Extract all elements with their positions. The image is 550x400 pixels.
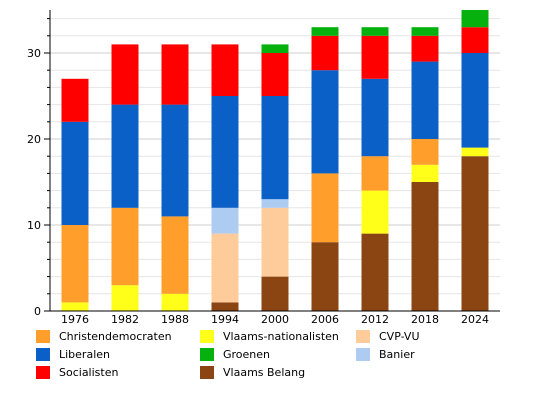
legend-label: Liberalen (59, 348, 110, 361)
bar-segment-vlaams-belang-2006 (311, 242, 339, 311)
y-tick-label: 30 (27, 47, 41, 60)
bar-segment-liberalen-2012 (361, 78, 389, 157)
x-tick-label: 2012 (361, 313, 389, 326)
bar-segment-liberalen-2000 (261, 96, 289, 200)
legend-label: Christendemocraten (59, 330, 172, 343)
bar-segment-vlaams-nationalisten-1982 (111, 285, 139, 311)
stacked-bar-chart: 0 10 20 30 1976 1982 1988 1994 2000 2006 2012 2018… (27, 10, 500, 326)
bar-segment-socialisten-2000 (261, 53, 289, 96)
x-tick-label: 1994 (211, 313, 239, 326)
bar-segment-liberalen-1988 (161, 104, 189, 217)
legend-item: Banier (356, 348, 415, 361)
bar-segment-vlaams-belang-2018 (411, 182, 439, 311)
bar-segment-socialisten-1976 (61, 78, 89, 122)
x-tick-label: 2018 (411, 313, 439, 326)
bar-segment-liberalen-1982 (111, 104, 139, 208)
bar-segment-vlaams-belang-2000 (261, 276, 289, 311)
bar-segment-christendemocraten-1988 (161, 216, 189, 294)
legend-label: Groenen (223, 348, 271, 361)
bar-segment-vlaams-belang-2012 (361, 233, 389, 311)
bar-segment-liberalen-2024 (461, 53, 489, 148)
legend-item: Vlaams Belang (200, 366, 305, 379)
legend-label: Banier (379, 348, 415, 361)
bar-segment-cvp-vu-1994 (211, 233, 239, 303)
bar-segment-liberalen-2018 (411, 61, 439, 139)
bar-segment-socialisten-2012 (361, 35, 389, 79)
bar-segment-christendemocraten-1982 (111, 207, 139, 286)
x-tick-label: 1988 (161, 313, 189, 326)
legend-swatch (356, 330, 370, 343)
bar-segment-socialisten-1982 (111, 44, 139, 105)
legend-swatch (200, 330, 214, 343)
legend-item: Socialisten (36, 366, 118, 379)
x-tick-label: 2024 (461, 313, 489, 326)
y-tick-labels: 0 10 20 30 (27, 47, 41, 318)
bar-segment-vlaams-belang-1994 (211, 302, 239, 311)
legend-item: Vlaams-nationalisten (200, 330, 339, 343)
legend-item: Groenen (200, 348, 270, 361)
bar-segment-liberalen-2006 (311, 70, 339, 174)
bar-segment-socialisten-1994 (211, 44, 239, 96)
bar-segment-socialisten-2018 (411, 35, 439, 62)
bar-segment-vlaams-nationalisten-2018 (411, 164, 439, 182)
bar-segment-vlaams-nationalisten-1988 (161, 293, 189, 311)
bars (61, 10, 489, 311)
legend-swatch (356, 348, 370, 361)
bar-segment-groenen-2024 (461, 10, 489, 28)
bar-segment-liberalen-1994 (211, 96, 239, 208)
x-tick-label: 2006 (311, 313, 339, 326)
legend-label: Vlaams-nationalisten (223, 330, 339, 343)
bar-segment-vlaams-nationalisten-1976 (61, 302, 89, 311)
legend-swatch (36, 348, 50, 361)
bar-segment-liberalen-1976 (61, 121, 89, 225)
x-tick-label: 2000 (261, 313, 289, 326)
x-tick-label: 1982 (111, 313, 139, 326)
bar-segment-banier-1994 (211, 207, 239, 234)
bar-segment-christendemocraten-2012 (361, 156, 389, 191)
legend-label: CVP-VU (379, 330, 420, 343)
bar-segment-christendemocraten-2006 (311, 173, 339, 243)
y-tick-label: 0 (34, 305, 41, 318)
x-tick-label: 1976 (61, 313, 89, 326)
bar-segment-christendemocraten-2018 (411, 139, 439, 165)
legend-swatch (200, 348, 214, 361)
legend-label: Vlaams Belang (223, 366, 306, 379)
bar-segment-socialisten-2006 (311, 35, 339, 71)
y-tick-label: 20 (27, 133, 41, 146)
legend-item: Christendemocraten (36, 330, 172, 343)
legend-item: Liberalen (36, 348, 110, 361)
bar-segment-socialisten-2024 (461, 27, 489, 53)
bar-segment-socialisten-1988 (161, 44, 189, 105)
legend-swatch (200, 366, 214, 379)
axes (44, 10, 500, 312)
legend-item: CVP-VU (356, 330, 420, 343)
bar-segment-cvp-vu-2000 (261, 207, 289, 277)
legend-swatch (36, 366, 50, 379)
bar-segment-groenen-2006 (311, 27, 339, 36)
bar-segment-groenen-2018 (411, 27, 439, 36)
bar-segment-groenen-2012 (361, 27, 389, 36)
x-tick-labels: 1976 1982 1988 1994 2000 2006 2012 2018 2024 (61, 313, 489, 326)
bar-segment-groenen-2000 (261, 44, 289, 53)
bar-segment-vlaams-belang-2024 (461, 156, 489, 311)
y-tick-label: 10 (27, 219, 41, 232)
bar-segment-vlaams-nationalisten-2024 (461, 147, 489, 157)
bar-segment-christendemocraten-1976 (61, 225, 89, 303)
legend-swatch (36, 330, 50, 343)
legend-label: Socialisten (59, 366, 119, 379)
bar-segment-banier-2000 (261, 199, 289, 208)
bar-segment-vlaams-nationalisten-2012 (361, 190, 389, 234)
